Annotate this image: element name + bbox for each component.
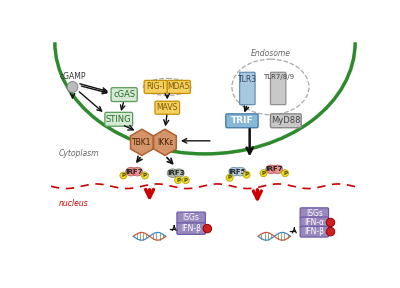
Text: cGAMP: cGAMP: [59, 72, 86, 82]
Text: Endosome: Endosome: [250, 49, 290, 58]
Text: IRF7: IRF7: [266, 166, 283, 172]
Text: P: P: [121, 173, 125, 178]
Text: TBK1: TBK1: [132, 138, 152, 147]
Text: RIG-I: RIG-I: [146, 82, 165, 91]
Circle shape: [282, 170, 288, 177]
Ellipse shape: [229, 167, 240, 176]
Text: Cytoplasm: Cytoplasm: [59, 149, 99, 158]
Text: P: P: [176, 178, 180, 183]
Text: MyD88: MyD88: [271, 116, 301, 125]
Ellipse shape: [174, 169, 184, 177]
Circle shape: [142, 172, 148, 179]
Text: TLR7/8/9: TLR7/8/9: [262, 74, 294, 80]
Polygon shape: [154, 129, 176, 156]
Text: IRF7: IRF7: [126, 168, 143, 175]
Circle shape: [174, 177, 182, 183]
Text: ISGs: ISGs: [306, 209, 323, 218]
Circle shape: [203, 224, 212, 233]
FancyBboxPatch shape: [270, 72, 286, 105]
FancyBboxPatch shape: [155, 101, 180, 114]
FancyBboxPatch shape: [226, 114, 258, 128]
Circle shape: [67, 82, 78, 92]
Text: ISGs: ISGs: [183, 213, 200, 222]
Circle shape: [226, 174, 233, 181]
Text: MAVS: MAVS: [156, 103, 178, 112]
Text: IFN-β: IFN-β: [181, 224, 201, 233]
Ellipse shape: [126, 167, 136, 176]
Text: IKKε: IKKε: [157, 138, 173, 147]
Text: IFN-α: IFN-α: [304, 218, 324, 227]
Ellipse shape: [272, 165, 283, 174]
Text: P: P: [184, 178, 188, 183]
Text: P: P: [143, 173, 147, 178]
Ellipse shape: [266, 165, 277, 174]
Text: P: P: [228, 175, 232, 180]
Circle shape: [326, 218, 335, 227]
Circle shape: [182, 177, 189, 183]
Text: TLR3: TLR3: [238, 75, 257, 84]
FancyBboxPatch shape: [177, 223, 205, 234]
FancyBboxPatch shape: [177, 212, 205, 223]
Circle shape: [120, 172, 127, 179]
FancyBboxPatch shape: [105, 112, 133, 126]
Circle shape: [243, 171, 250, 178]
FancyBboxPatch shape: [300, 217, 328, 228]
Text: nucleus: nucleus: [59, 200, 88, 209]
FancyBboxPatch shape: [167, 80, 190, 94]
FancyBboxPatch shape: [144, 80, 167, 94]
Text: cGAS: cGAS: [113, 90, 135, 99]
Polygon shape: [130, 129, 153, 156]
Text: P: P: [244, 172, 248, 177]
Text: STING: STING: [106, 115, 132, 124]
FancyBboxPatch shape: [270, 114, 301, 128]
FancyBboxPatch shape: [300, 208, 328, 219]
Ellipse shape: [235, 167, 246, 176]
Text: MDA5: MDA5: [168, 82, 190, 91]
Text: IFN-β: IFN-β: [304, 227, 324, 236]
Text: P: P: [283, 171, 287, 176]
Ellipse shape: [167, 169, 178, 177]
Circle shape: [260, 170, 267, 177]
FancyBboxPatch shape: [111, 88, 137, 102]
Ellipse shape: [132, 167, 143, 176]
Circle shape: [326, 228, 335, 236]
FancyBboxPatch shape: [240, 72, 255, 105]
Text: IRF5: IRF5: [229, 168, 246, 175]
FancyBboxPatch shape: [300, 226, 328, 237]
Text: P: P: [262, 171, 266, 176]
Text: TRIF: TRIF: [231, 116, 253, 125]
Text: IRF3: IRF3: [167, 170, 184, 176]
